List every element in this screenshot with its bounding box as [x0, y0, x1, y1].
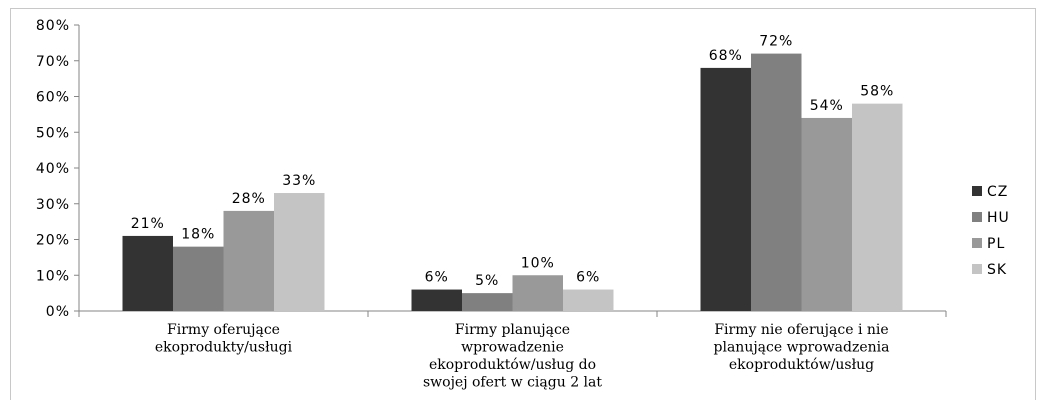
data-labels: 21% 18% 28% 33% 6% 5% 10% 6% 68% 72% 54% 58% [131, 34, 894, 290]
data-label: 72% [759, 34, 793, 50]
legend-swatch-pl [972, 238, 982, 248]
bar-pl [801, 117, 852, 311]
legend-swatch-hu [972, 212, 982, 222]
y-tick-label: 70% [36, 54, 70, 70]
data-label: 10% [521, 255, 555, 271]
y-tick-label: 0% [46, 304, 70, 320]
category-label: Firmy planujące wprowadzenie ekoproduktów/… [423, 322, 602, 391]
data-label: 33% [282, 173, 316, 189]
bar-cz [122, 235, 173, 311]
legend-label-sk: SK [987, 262, 1007, 278]
bar-sk [274, 193, 325, 311]
data-label: 54% [810, 98, 844, 114]
chart-frame [10, 8, 1036, 400]
legend-label-cz: CZ [987, 184, 1008, 200]
category-label: Firmy oferujące ekoprodukty/usługi [155, 322, 293, 356]
data-label: 28% [232, 191, 266, 207]
category-label-line: Firmy oferujące [167, 322, 280, 338]
y-tick-label: 20% [36, 233, 70, 249]
category-label-line: wprowadzenie [461, 340, 564, 356]
legend-swatch-cz [972, 186, 982, 196]
bar-cz [700, 67, 751, 312]
data-label: 6% [576, 270, 600, 286]
y-tick-label: 80% [36, 18, 70, 34]
bar-pl [512, 275, 563, 311]
legend-label-pl: PL [987, 236, 1005, 252]
legend-swatch-sk [972, 264, 982, 274]
bar-hu [462, 293, 513, 311]
bar-sk [852, 103, 903, 312]
category-labels: Firmy oferujące ekoprodukty/usługi Firmy p… [155, 322, 890, 391]
data-label: 68% [709, 48, 743, 64]
data-label: 18% [181, 227, 215, 243]
y-tick-label: 40% [36, 161, 70, 177]
bar-hu [173, 246, 224, 311]
bars [122, 53, 903, 312]
category-label-line: ekoprodukty/usługi [155, 340, 293, 356]
y-tick-label: 30% [36, 197, 70, 213]
y-tick-label: 50% [36, 125, 70, 141]
category-label-line: planujące wprowadzenia [714, 340, 890, 356]
category-label-line: ekoproduktów/usług [729, 357, 874, 373]
legend: CZ HU PL SK [972, 184, 1010, 278]
category-label: Firmy nie oferujące i nie planujące wprow… [714, 322, 890, 373]
bar-hu [751, 53, 802, 311]
y-tick-label: 10% [36, 268, 70, 284]
category-label-line: Firmy nie oferujące i nie [714, 322, 888, 338]
data-label: 5% [475, 273, 499, 289]
category-label-line: swojej ofert w ciągu 2 lat [423, 375, 602, 391]
bar-pl [223, 210, 274, 311]
category-label-line: ekoproduktów/usług do [429, 357, 596, 373]
bar-cz [411, 289, 462, 311]
data-label: 21% [131, 216, 165, 232]
bar-sk [563, 289, 614, 311]
category-label-line: Firmy planujące [455, 322, 570, 338]
y-tick-label: 60% [36, 90, 70, 106]
data-label: 58% [860, 84, 894, 100]
legend-label-hu: HU [987, 210, 1010, 226]
data-label: 6% [425, 270, 449, 286]
